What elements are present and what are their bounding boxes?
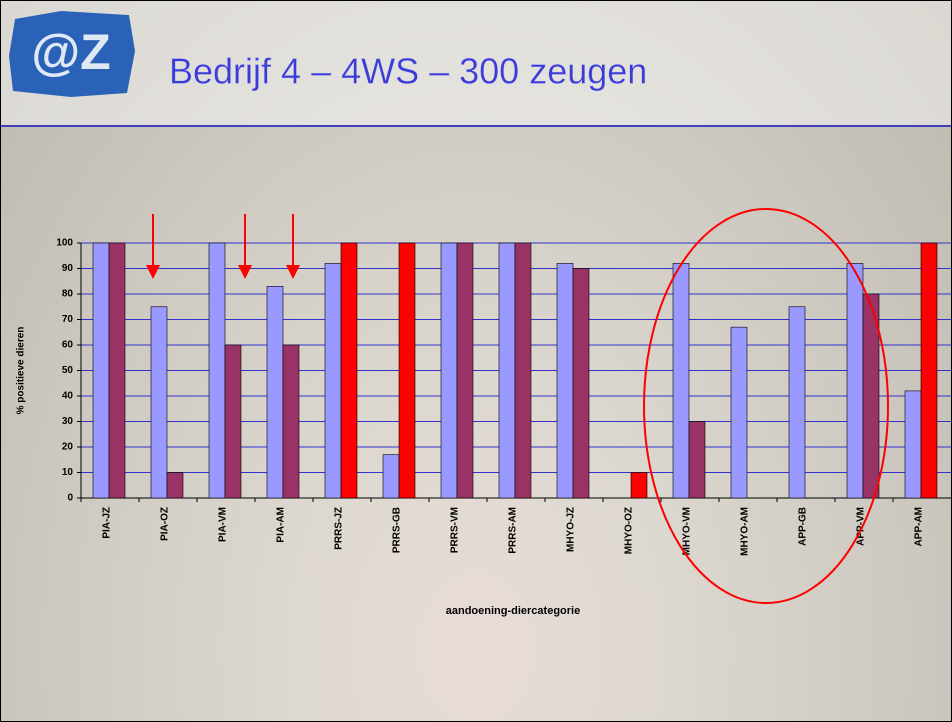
x-tick-label: PIA-VM bbox=[218, 507, 229, 542]
x-tick-label: MHYO-JZ bbox=[566, 507, 577, 552]
bar bbox=[283, 345, 299, 498]
bar bbox=[167, 473, 183, 499]
chart: @Z Bedrijf 4 – 4WS – 300 zeugen 0 10 20 30 4… bbox=[1, 1, 951, 721]
y-tick-label: 70 bbox=[62, 314, 74, 325]
x-tick-label: PRRS-JZ bbox=[334, 507, 345, 550]
bar bbox=[689, 422, 705, 499]
bar bbox=[341, 243, 357, 498]
logo-mark: @Z bbox=[31, 24, 110, 80]
bar bbox=[573, 269, 589, 499]
y-tick-label: 0 bbox=[67, 493, 73, 504]
bar bbox=[267, 286, 283, 498]
y-tick-label: 50 bbox=[62, 365, 74, 376]
x-tick-label: APP-VM bbox=[856, 507, 867, 546]
bar bbox=[457, 243, 473, 498]
x-tick-label: PIA-JZ bbox=[102, 507, 113, 539]
y-tick-label: 60 bbox=[62, 340, 74, 351]
bar bbox=[905, 391, 921, 498]
y-tick-label: 100 bbox=[56, 238, 73, 249]
bar bbox=[557, 263, 573, 498]
bar bbox=[631, 473, 647, 499]
x-tick-label: PRRS-VM bbox=[450, 507, 461, 553]
x-tick-label: PRRS-GB bbox=[392, 507, 403, 553]
y-tick-label: 80 bbox=[62, 289, 74, 300]
bar bbox=[225, 345, 241, 498]
x-tick-label: MHYO-OZ bbox=[624, 507, 635, 554]
slide: @Z Bedrijf 4 – 4WS – 300 zeugen 0 10 20 30 4… bbox=[0, 0, 952, 722]
page: @Z Bedrijf 4 – 4WS – 300 zeugen 0 10 20 30 4… bbox=[0, 0, 952, 722]
y-tick-label: 90 bbox=[62, 263, 74, 274]
bar bbox=[847, 263, 863, 498]
x-tick-label: MHYO-AM bbox=[740, 507, 751, 556]
bar bbox=[399, 243, 415, 498]
x-tick-label: PIA-AM bbox=[276, 507, 287, 543]
x-tick-label: APP-AM bbox=[914, 507, 925, 546]
plot: 0 10 20 30 40 50 60 70 80 90 100 % positieve dieren… bbox=[16, 238, 951, 617]
bar bbox=[441, 243, 457, 498]
bar bbox=[515, 243, 531, 498]
bar bbox=[499, 243, 515, 498]
slide-title: Bedrijf 4 – 4WS – 300 zeugen bbox=[169, 51, 647, 92]
y-tick-label: 20 bbox=[62, 442, 74, 453]
y-axis-label: % positieve dieren bbox=[16, 327, 27, 415]
y-tick-label: 30 bbox=[62, 416, 74, 427]
y-tick-label: 40 bbox=[62, 391, 74, 402]
bar bbox=[673, 263, 689, 498]
x-tick-label: PRRS-AM bbox=[508, 507, 519, 554]
x-tick-label: MHYO-VM bbox=[682, 507, 693, 555]
bar bbox=[789, 307, 805, 498]
x-tick-label: PIA-OZ bbox=[160, 507, 171, 541]
bar bbox=[93, 243, 109, 498]
bar bbox=[383, 455, 399, 498]
bar bbox=[209, 243, 225, 498]
bar bbox=[325, 263, 341, 498]
logo: @Z bbox=[9, 11, 135, 97]
bar bbox=[109, 243, 125, 498]
bar bbox=[731, 327, 747, 498]
bar bbox=[921, 243, 937, 498]
x-axis-label: aandoening-diercategorie bbox=[446, 605, 580, 617]
y-tick-label: 10 bbox=[62, 467, 74, 478]
x-tick-label: APP-GB bbox=[798, 507, 809, 546]
bar bbox=[151, 307, 167, 498]
